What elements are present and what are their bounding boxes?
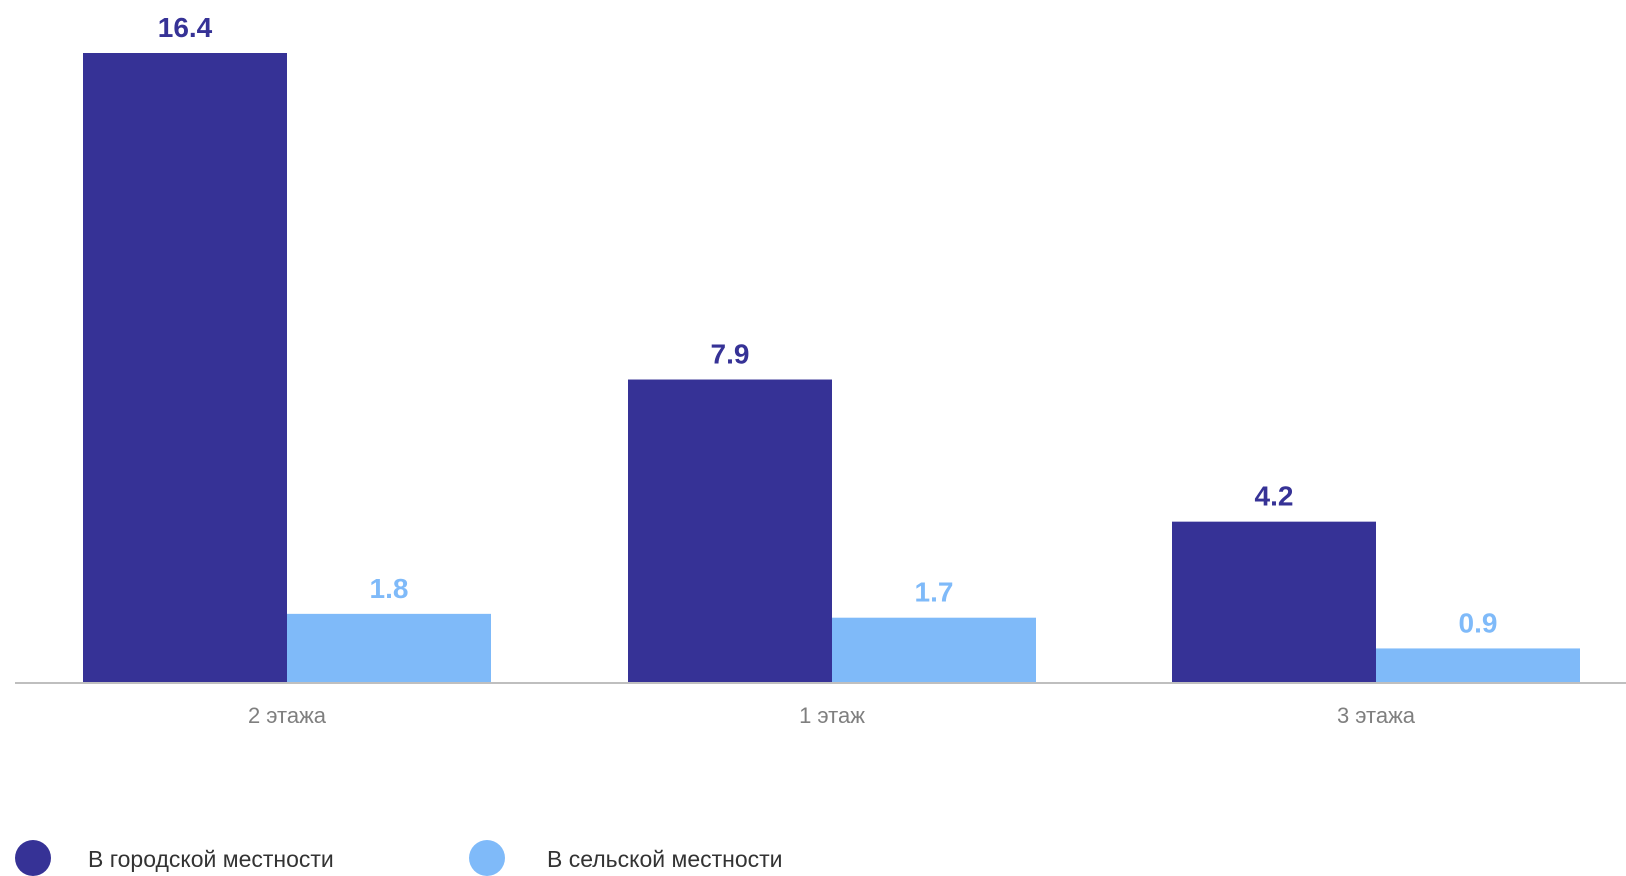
legend: В городской местности В сельской местнос… [0,838,1626,876]
bars-layer [83,53,1580,683]
legend-label-rural: В сельской местности [547,846,783,872]
bar-urban-3 [1172,521,1376,683]
category-label-3: 3 этажа [1337,703,1416,728]
category-label-2: 1 этаж [799,703,865,728]
data-label-rural-3: 0.9 [1459,607,1498,638]
data-label-urban-2: 7.9 [711,339,750,370]
value-labels-layer: 16.4 1.8 7.9 1.7 4.2 0.9 [158,12,1498,638]
data-label-rural-2: 1.7 [915,577,954,608]
bar-chart: 16.4 1.8 7.9 1.7 4.2 0.9 2 этажа 1 этаж 3 этажа [15,12,1626,728]
legend-swatch-rural [469,840,505,876]
data-label-urban-3: 4.2 [1255,481,1294,512]
bar-rural-1 [287,613,491,683]
bar-urban-1 [83,53,287,683]
bar-urban-2 [628,379,832,683]
bar-rural-3 [1376,648,1580,683]
legend-label-urban: В городской местности [88,846,334,872]
legend-swatch-urban [15,840,51,876]
data-label-rural-1: 1.8 [370,573,409,604]
category-label-1: 2 этажа [248,703,327,728]
bar-rural-2 [832,617,1036,683]
category-labels-layer: 2 этажа 1 этаж 3 этажа [248,703,1416,728]
data-label-urban-1: 16.4 [158,12,213,43]
